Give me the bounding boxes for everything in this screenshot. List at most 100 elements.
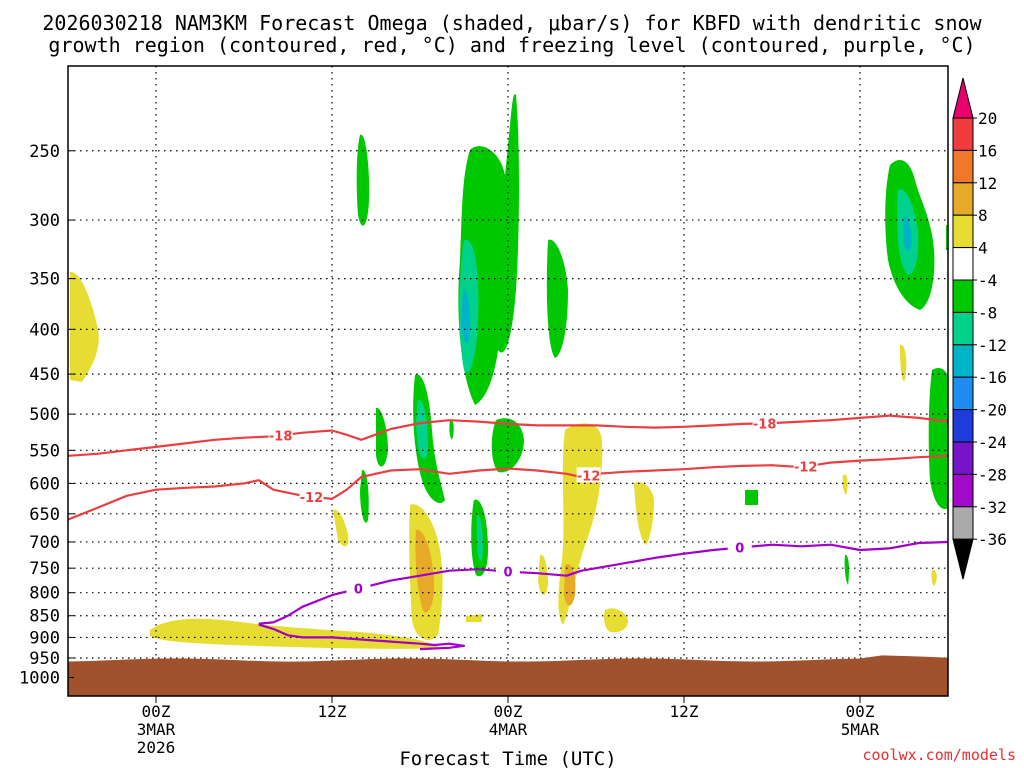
x-tick-label: 00Z [846,702,875,721]
x-tick-label: 00Z [494,702,523,721]
chart-title-line2: growth region (contoured, red, °C) and f… [48,33,976,57]
y-tick-label: 700 [29,533,60,553]
colorbar-label: 8 [978,206,988,225]
colorbar-label: -16 [978,368,1007,387]
omega-region [604,608,628,633]
colorbar-label: 16 [978,141,997,160]
colorbar-top-arrow [952,77,974,119]
colorbar-bottom-arrow [952,538,974,580]
contour-label: -18 [753,417,777,432]
omega-region [333,509,349,547]
omega-region [538,554,548,596]
colorbar-swatch [952,279,974,313]
colorbar-swatch [952,506,974,540]
omega-region [461,289,471,344]
y-tick-label: 650 [29,505,60,525]
credit-text: coolwx.com/models [862,746,1016,764]
omega-region [928,368,948,510]
contour-label-bg [752,415,777,431]
colorbar-swatch [952,247,974,281]
omega-region [376,407,388,467]
omega-region [745,490,758,505]
contour-label-bg [299,488,324,504]
colorbar-label: 4 [978,239,988,258]
colorbar-swatch [952,441,974,475]
contour-label: -12 [794,461,818,476]
omega-region [476,514,483,561]
contour-label: 0 [354,583,363,598]
omega-region [70,271,99,382]
contour-label-group: -18 -18 -12 -12 -12 0 0 0 [268,415,818,598]
colorbar-swatch [952,117,974,151]
colorbar-label: 20 [978,109,997,128]
y-tick-label: 300 [29,211,60,231]
contour-label: -18 [269,429,293,444]
y-tick-label: 350 [29,270,60,290]
colorbar-swatch [952,182,974,216]
colorbar-swatch [952,149,974,184]
colorbar-label: -8 [978,303,997,322]
omega-region [900,344,907,381]
colorbar-label: -20 [978,401,1007,420]
omega-region [546,239,568,358]
x-tick-date: 4MAR [489,720,528,739]
y-tick-label: 250 [29,142,60,162]
colorbar-swatch [952,311,974,346]
y-tick-label: 950 [29,649,60,669]
omega-region [844,554,849,585]
colorbar-swatch [952,344,974,378]
chart-title-line1: 2026030218 NAM3KM Forecast Omega (shaded… [42,11,982,35]
omega-region [356,134,370,226]
colorbar-swatch [952,409,974,443]
colorbar-label: -36 [978,530,1007,549]
colorbar-label: 12 [978,174,997,193]
contour-label-bg [496,563,520,579]
freezing-level-line [258,623,466,651]
y-tick-label: 550 [29,441,60,461]
y-tick-label: 500 [29,405,60,425]
contour-label-bg [346,580,371,596]
x-tick-date: 3MAR [137,720,176,739]
colorbar-label: -28 [978,465,1007,484]
x-axis-title: Forecast Time (UTC) [399,748,616,768]
colorbar-swatch [952,376,974,411]
contour-label-bg [576,467,601,483]
contour-label: 0 [735,542,744,557]
y-tick-label: 900 [29,628,60,648]
colorbar-label: -24 [978,433,1007,452]
freezing-level-line [258,540,948,625]
dendritic-contour-line [68,414,948,457]
contour-label-bg [793,458,818,474]
omega-region [150,618,440,649]
y-tick-label: 750 [29,559,60,579]
contour-label: 0 [503,566,512,581]
y-tick-label: 450 [29,365,60,385]
y-tick-label: 600 [29,474,60,494]
x-tick-date: 5MAR [841,720,880,739]
omega-region [415,529,435,613]
omega-region [449,419,454,440]
omega-region [416,399,428,459]
ground-fill [68,655,948,696]
contour-label-bg [727,539,752,555]
omega-region [903,214,912,252]
omega-region [842,474,848,495]
x-tick-label: 00Z [142,702,171,721]
ground-terrain [68,655,948,696]
dendritic-contour-line [68,454,948,521]
contour-label: -12 [577,469,601,484]
colorbar-swatch [952,473,974,508]
y-tick-label: 850 [29,607,60,627]
contour-label-bg [268,427,293,443]
contour-lines [68,414,948,651]
omega-region [931,569,937,586]
y-tick-label: 800 [29,584,60,604]
colorbar: 20 16 12 8 4 -4 -8 -12 -16 -20 -24 -28 -32 -36 [952,77,1007,580]
contour-label: -12 [300,491,324,506]
x-tick-year: 2026 [137,738,176,757]
y-tick-label: 400 [29,320,60,340]
y-axis: 2503003504004505005506006507007508008509… [19,142,74,688]
x-tick-label: 12Z [670,702,699,721]
